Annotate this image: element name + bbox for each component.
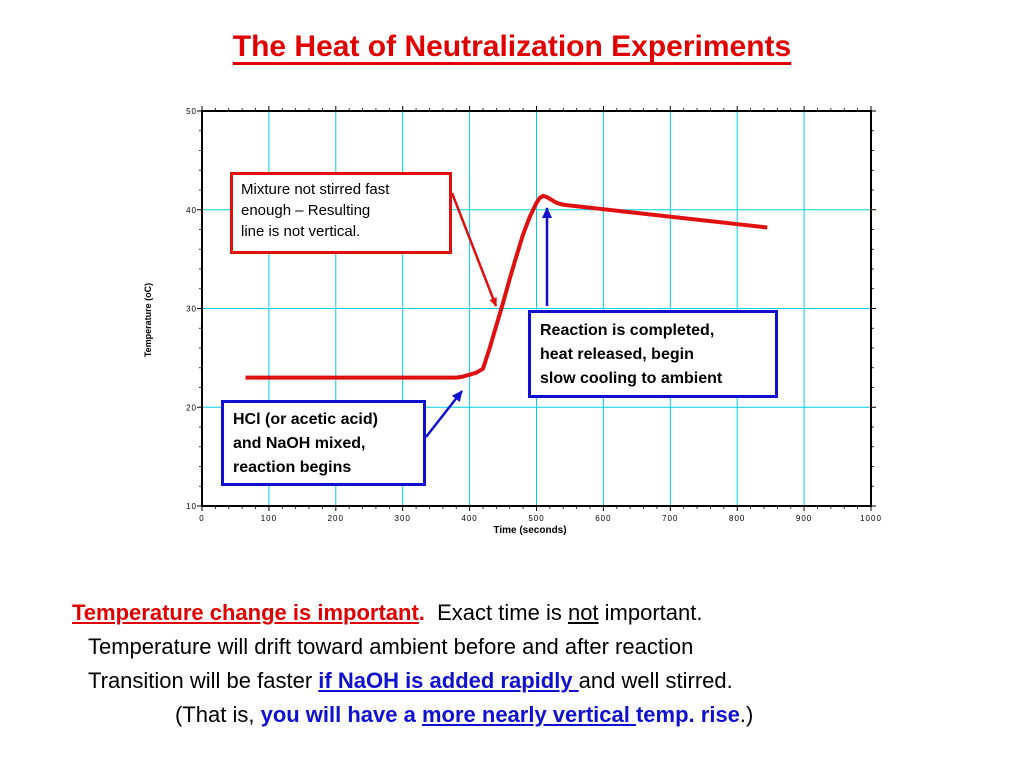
- note-text: and well stirred.: [578, 668, 733, 693]
- note-line-3: Transition will be faster if NaOH is add…: [88, 664, 733, 698]
- temp-rise-emphasis: temp. rise: [635, 702, 740, 727]
- y-tick-label: 10: [186, 502, 197, 511]
- y-tick-label: 50: [186, 107, 197, 116]
- note-text: Transition will be faster: [88, 668, 319, 693]
- y-tick-label: 20: [186, 403, 197, 412]
- note-text: Exact time is: [424, 600, 568, 625]
- x-tick-label: 1000: [860, 514, 882, 523]
- x-tick-label: 0: [199, 514, 204, 523]
- plot-frame: [201, 110, 872, 507]
- mixing-note-line: Mixture not stirred fast: [241, 181, 390, 198]
- temperature-change-period: .: [418, 600, 425, 625]
- slide-title: The Heat of Neutralization Experiments: [232, 30, 792, 63]
- note-line-1: Temperature change is important. Exact t…: [72, 596, 702, 630]
- completed-note-line: heat released, begin: [540, 346, 694, 363]
- y-tick-label: 40: [186, 206, 197, 215]
- note-text: important.: [598, 600, 703, 625]
- more-nearly-vertical-emphasis: more nearly vertical: [421, 702, 636, 727]
- completed-note-line: slow cooling to ambient: [540, 370, 723, 387]
- completed-note-line: Reaction is completed,: [540, 322, 715, 339]
- mixed-note-line: HCl (or acetic acid): [233, 411, 378, 428]
- completed-note: Reaction is completed, heat released, be…: [528, 310, 778, 398]
- x-tick-label: 900: [796, 514, 812, 523]
- mixing-note-arrow: [450, 192, 498, 307]
- note-text: .): [739, 702, 754, 727]
- note-text: (That is,: [175, 702, 261, 727]
- temperature-series-line: [245, 193, 768, 380]
- mixed-note: HCl (or acetic acid) and NaOH mixed, rea…: [221, 400, 426, 486]
- x-tick-label: 600: [595, 514, 611, 523]
- x-tick-label: 100: [261, 514, 277, 523]
- x-tick-label: 400: [461, 514, 477, 523]
- x-axis-label: Time (seconds): [493, 525, 566, 536]
- mixing-note-line: line is not vertical.: [241, 223, 361, 240]
- mixing-note: Mixture not stirred fast enough – Result…: [230, 172, 452, 254]
- mixed-note-arrow: [425, 390, 463, 438]
- vertical-rise-emphasis: you will have a: [260, 702, 422, 727]
- x-tick-label: 200: [328, 514, 344, 523]
- y-axis-label: Temperature (oC): [143, 283, 153, 357]
- x-tick-label: 500: [528, 514, 544, 523]
- not-emphasis: not: [567, 600, 599, 625]
- mixing-note-line: enough – Resulting: [241, 202, 371, 219]
- note-line-2: Temperature will drift toward ambient be…: [88, 634, 694, 659]
- x-tick-label: 700: [662, 514, 678, 523]
- note-line-4: (That is, you will have a more nearly ve…: [175, 698, 753, 732]
- mixed-note-line: reaction begins: [233, 459, 352, 476]
- x-tick-label: 800: [729, 514, 745, 523]
- y-tick-label: 30: [186, 305, 197, 314]
- temperature-change-emphasis: Temperature change is important: [72, 600, 419, 625]
- x-tick-label: 300: [395, 514, 411, 523]
- mixed-note-line: and NaOH mixed,: [233, 435, 366, 452]
- naoh-rapid-emphasis: if NaOH is added rapidly: [318, 668, 579, 693]
